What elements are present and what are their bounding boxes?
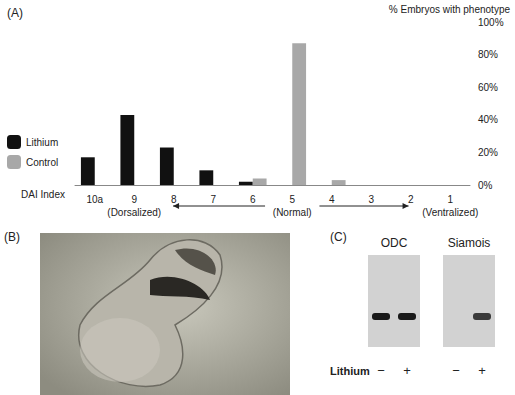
svg-text:20%: 20%: [478, 147, 498, 158]
svg-text:−: −: [452, 363, 460, 378]
svg-text:100%: 100%: [478, 17, 504, 28]
svg-text:9: 9: [131, 194, 137, 205]
svg-text:2: 2: [408, 194, 414, 205]
svg-text:(Normal): (Normal): [273, 207, 312, 218]
svg-text:ODC: ODC: [381, 236, 408, 250]
svg-text:+: +: [403, 363, 411, 378]
svg-text:(A): (A): [7, 6, 23, 20]
svg-text:7: 7: [210, 194, 216, 205]
svg-text:60%: 60%: [478, 82, 498, 93]
svg-text:80%: 80%: [478, 49, 498, 60]
svg-text:(Dorsalized): (Dorsalized): [107, 207, 161, 218]
svg-text:5: 5: [289, 194, 295, 205]
svg-text:DAI Index: DAI Index: [21, 189, 65, 200]
svg-text:Siamois: Siamois: [448, 236, 491, 250]
svg-text:Control: Control: [26, 157, 58, 168]
svg-text:(Ventralized): (Ventralized): [422, 207, 478, 218]
svg-text:1: 1: [447, 194, 453, 205]
svg-text:% Embryos with phenotype: % Embryos with phenotype: [389, 4, 511, 15]
svg-text:6: 6: [250, 194, 256, 205]
svg-text:8: 8: [171, 194, 177, 205]
svg-text:(C): (C): [330, 230, 347, 244]
svg-text:40%: 40%: [478, 114, 498, 125]
svg-text:−: −: [377, 363, 385, 378]
svg-text:(B): (B): [4, 230, 20, 244]
svg-text:+: +: [478, 363, 486, 378]
svg-text:4: 4: [329, 194, 335, 205]
svg-text:Lithium: Lithium: [330, 365, 370, 377]
svg-text:Lithium: Lithium: [26, 137, 58, 148]
svg-text:10a: 10a: [86, 194, 103, 205]
svg-text:0%: 0%: [478, 180, 493, 191]
svg-text:3: 3: [368, 194, 374, 205]
